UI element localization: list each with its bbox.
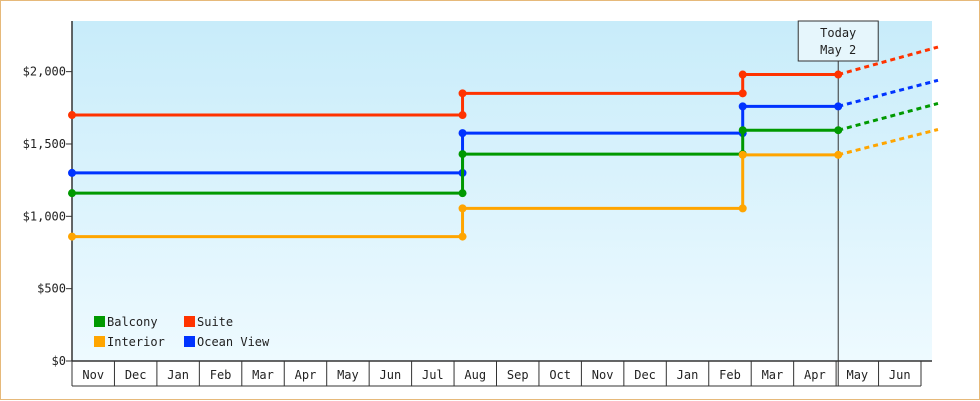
x-month-label: May: [337, 368, 359, 382]
legend-label-interior: Interior: [107, 335, 165, 349]
series-suite: [68, 45, 939, 120]
x-month-label: May: [846, 368, 868, 382]
y-tick-label: $0: [52, 354, 66, 368]
x-month-label: Feb: [210, 368, 232, 382]
x-month-label: Mar: [252, 368, 274, 382]
y-axis: $0 $500 $1,000 $1,500 $2,000: [23, 21, 73, 368]
x-month-label: Jan: [677, 368, 699, 382]
series-projection-interior: [837, 128, 939, 157]
legend-label-suite: Suite: [197, 315, 233, 329]
y-tick-label: $2,000: [23, 65, 66, 79]
legend-label-balcony: Balcony: [107, 315, 158, 329]
legend-swatch-interior: [94, 336, 105, 347]
series-layer: [68, 45, 939, 241]
plot-area: [72, 21, 932, 361]
data-point-interior: [458, 232, 467, 241]
legend: Balcony Suite Interior Ocean View: [94, 315, 270, 349]
data-point-balcony: [458, 150, 467, 159]
data-point-interior: [738, 150, 747, 159]
data-point-interior: [68, 232, 76, 241]
data-point-suite: [458, 111, 467, 120]
series-line-balcony: [70, 128, 840, 195]
x-month-label: Aug: [464, 368, 486, 382]
data-point-ocean-view: [68, 168, 76, 177]
y-tick-label: $1,000: [23, 209, 66, 223]
x-month-label: Apr: [804, 368, 826, 382]
series-interior: [68, 128, 939, 241]
series-balcony: [68, 102, 939, 198]
data-point-ocean-view: [458, 129, 467, 138]
x-month-label: Jul: [422, 368, 444, 382]
data-point-balcony: [68, 189, 76, 198]
today-label-line1: Today: [820, 26, 856, 40]
x-month-label: Dec: [634, 368, 656, 382]
data-point-interior: [738, 204, 747, 213]
x-month-label: Dec: [125, 368, 147, 382]
data-point-balcony: [738, 126, 747, 135]
y-tick-label: $500: [37, 282, 66, 296]
legend-swatch-suite: [184, 316, 195, 327]
series-line-ocean-view: [70, 104, 840, 175]
series-ocean-view: [68, 78, 939, 177]
today-box: [797, 20, 879, 62]
x-month-label: Mar: [762, 368, 784, 382]
data-point-suite: [738, 89, 747, 98]
legend-label-ocean-view: Ocean View: [197, 335, 270, 349]
x-month-label: Jan: [167, 368, 189, 382]
x-month-label: Sep: [507, 368, 529, 382]
legend-swatch-ocean-view: [184, 336, 195, 347]
x-month-label: Apr: [295, 368, 317, 382]
data-point-interior: [458, 204, 467, 213]
x-month-label: Feb: [719, 368, 741, 382]
today-label-line2: May 2: [820, 43, 856, 57]
x-month-label: Nov: [592, 368, 614, 382]
data-point-suite: [458, 89, 467, 98]
today-marker: Today May 2: [797, 20, 879, 386]
legend-swatch-balcony: [94, 316, 105, 327]
data-point-suite: [68, 111, 76, 120]
series-line-suite: [70, 73, 840, 117]
x-month-label: Jun: [889, 368, 911, 382]
x-axis: Nov Dec Jan Feb Mar Apr May Jun Jul Aug Sep Oct Nov D…: [71, 360, 932, 387]
data-point-suite: [834, 70, 843, 79]
x-month-label: Oct: [549, 368, 571, 382]
series-projection-ocean-view: [837, 78, 939, 108]
series-line-interior: [70, 153, 840, 239]
x-month-label: Jun: [380, 368, 402, 382]
data-point-balcony: [834, 126, 843, 135]
data-point-suite: [738, 70, 747, 79]
y-tick-label: $1,500: [23, 137, 66, 151]
x-month-label: Nov: [82, 368, 104, 382]
data-point-balcony: [458, 189, 467, 198]
data-point-ocean-view: [834, 102, 843, 111]
data-point-interior: [834, 150, 843, 159]
data-point-ocean-view: [738, 102, 747, 111]
